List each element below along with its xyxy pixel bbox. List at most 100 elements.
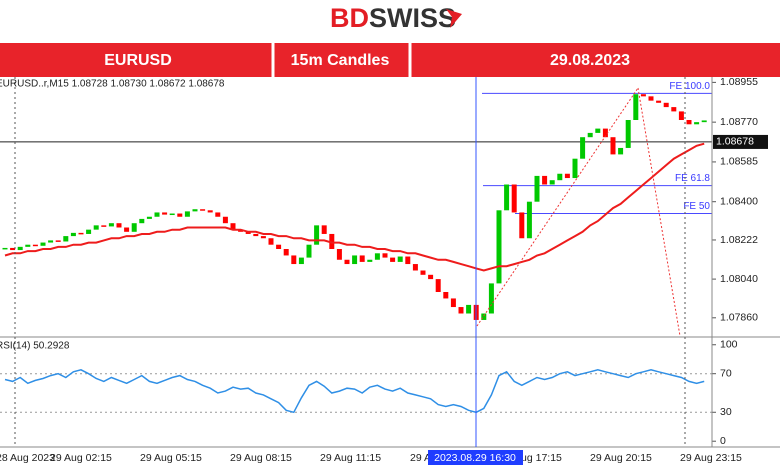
header-date: 29.08.2023	[550, 52, 630, 69]
candle	[207, 210, 213, 213]
candle	[610, 137, 616, 155]
y-tick-label: 1.08400	[720, 195, 758, 207]
y-tick-label: 1.07860	[720, 312, 758, 324]
plot: 1.08955 1.08770 1.08585 1.08400 1.08222 1.080…	[0, 76, 768, 465]
candle	[374, 253, 380, 260]
candle	[640, 94, 646, 97]
fibo-line	[637, 87, 681, 337]
candle	[686, 120, 692, 125]
cursor-label: 2023.08.29 16:30	[434, 452, 516, 464]
candle	[63, 236, 69, 242]
candle	[481, 313, 487, 320]
candle	[10, 247, 16, 251]
candle	[602, 128, 608, 138]
fibo-level-label: FE 61.8	[675, 173, 710, 184]
candle	[663, 102, 669, 108]
candle	[572, 158, 578, 179]
candle	[458, 307, 464, 314]
candle	[253, 233, 259, 237]
candle	[671, 107, 677, 112]
rsi-tick-label: 70	[720, 367, 732, 379]
candle	[595, 128, 601, 133]
candle	[412, 264, 418, 271]
candle	[359, 255, 365, 262]
candle	[116, 223, 122, 228]
candle	[260, 236, 266, 239]
candle	[390, 257, 396, 262]
candle	[25, 244, 31, 247]
header-timeframe: 15m Candles	[291, 52, 390, 69]
candle	[245, 231, 251, 234]
candle	[526, 201, 532, 239]
candle	[162, 212, 168, 215]
candle	[564, 173, 570, 179]
logo-swiss: SWISS	[369, 3, 456, 33]
candle	[101, 225, 107, 227]
candle	[169, 213, 175, 216]
candle	[382, 253, 388, 258]
candle	[86, 229, 92, 234]
candle	[314, 225, 320, 245]
candle	[93, 225, 99, 230]
candle	[177, 213, 183, 217]
candle	[397, 256, 403, 262]
candle	[367, 259, 373, 262]
candle	[694, 122, 700, 125]
candle	[291, 255, 297, 265]
candle	[222, 216, 228, 224]
candle	[17, 246, 23, 251]
candle	[154, 212, 160, 217]
candle	[656, 100, 662, 103]
candle	[428, 274, 434, 280]
candle	[496, 210, 502, 284]
y-tick-label: 1.08770	[720, 116, 758, 128]
candle	[648, 96, 654, 101]
header-symbol: EURUSD	[104, 52, 172, 69]
candle	[618, 147, 624, 155]
candle	[276, 244, 282, 249]
candle	[283, 249, 289, 256]
y-tick-label: 1.08955	[720, 76, 758, 88]
y-tick-label: 1.08040	[720, 273, 758, 285]
candle	[435, 279, 441, 292]
moving-average	[4, 142, 705, 272]
candle	[298, 257, 304, 265]
candle	[131, 223, 137, 232]
candle	[268, 238, 274, 245]
header-bar	[0, 43, 780, 77]
candle	[2, 247, 8, 250]
candle	[534, 175, 540, 202]
x-tick-label: 29 Aug 11:15	[320, 452, 381, 464]
candle	[200, 209, 206, 211]
candle	[344, 259, 350, 265]
y-tick-label: 1.08222	[720, 234, 758, 246]
chart-info: EURUSD..r,M15 1.08728 1.08730 1.08672 1.…	[0, 79, 225, 90]
x-tick-label: 28 Aug 2023	[0, 452, 55, 464]
candle	[139, 218, 145, 224]
rsi-tick-label: 0	[720, 435, 726, 447]
candle	[336, 249, 342, 260]
fibo-level-label: FE 50	[683, 201, 710, 212]
last-price-box	[713, 134, 768, 149]
candle	[352, 255, 358, 265]
candle	[124, 227, 130, 232]
candle	[443, 292, 449, 299]
x-tick-label: 29 Aug 08:15	[230, 452, 292, 464]
candle	[542, 175, 548, 185]
candle	[48, 240, 54, 243]
logo-arrow	[446, 9, 462, 28]
candle	[511, 184, 517, 213]
x-tick-label: 29 Aug 23:15	[680, 452, 742, 464]
candle	[55, 240, 61, 242]
candle	[184, 211, 190, 217]
cursor-label-box	[428, 450, 523, 465]
rsi-line	[4, 369, 705, 414]
candle	[549, 180, 555, 185]
candle	[192, 209, 198, 212]
fibo-level-label: FE 100.0	[669, 81, 710, 92]
last-price-label: 1.08678	[716, 136, 754, 148]
candle	[146, 216, 152, 219]
candle	[420, 270, 426, 275]
